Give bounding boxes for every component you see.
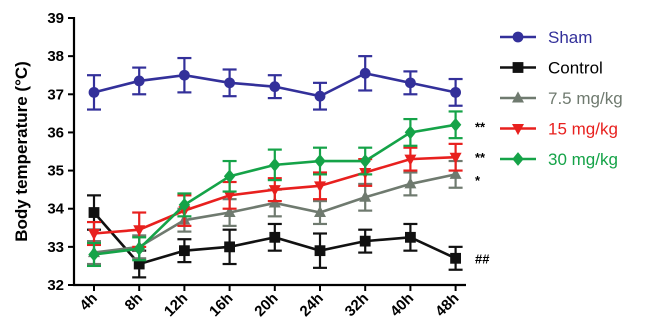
data-point [404, 125, 417, 140]
y-tick-label: 38 [47, 48, 64, 65]
y-tick-label: 34 [47, 201, 64, 218]
data-point [179, 245, 190, 257]
significance-marker: ## [475, 251, 490, 266]
data-point [314, 90, 326, 102]
data-point [223, 190, 236, 202]
series-15-mg-kg [87, 142, 463, 248]
data-point [88, 229, 100, 241]
x-tick-label: 4h [76, 290, 100, 314]
data-point [133, 258, 145, 270]
data-point [449, 117, 462, 132]
data-point [133, 241, 145, 256]
data-point [314, 205, 326, 218]
data-point [449, 152, 462, 164]
y-tick-label: 33 [47, 239, 64, 256]
legend-label: 7.5 mg/kg [548, 89, 623, 108]
data-point [359, 190, 372, 202]
y-ticks: 32 33 34 35 36 37 38 39 [47, 10, 74, 294]
data-point [314, 181, 326, 193]
data-point [179, 69, 190, 81]
significance-marker: ** [475, 120, 486, 135]
data-point [314, 154, 326, 168]
data-point [269, 231, 281, 243]
legend-marker [512, 152, 524, 166]
legend-item: Sham [500, 28, 592, 47]
legend-marker [512, 124, 524, 136]
x-tick-label: 32h [342, 290, 372, 320]
series-sham [87, 55, 463, 111]
y-tick-label: 32 [47, 277, 64, 294]
data-point [450, 252, 461, 264]
data-point [359, 235, 371, 247]
legend-item: 30 mg/kg [500, 150, 618, 169]
legend-label: 30 mg/kg [548, 150, 618, 169]
y-tick-label: 36 [47, 124, 64, 141]
data-point [88, 247, 100, 262]
data-point [405, 77, 416, 89]
data-point [88, 86, 100, 98]
data-point [269, 157, 281, 172]
legend-item: 7.5 mg/kg [500, 89, 623, 108]
data-point [450, 86, 461, 98]
significance-marker: * [475, 173, 481, 188]
data-point [223, 169, 236, 184]
data-point [405, 231, 416, 243]
data-point [88, 207, 100, 218]
y-tick-label: 35 [47, 163, 64, 180]
data-point [359, 67, 371, 79]
series-layer [87, 55, 463, 279]
legend-label: Sham [548, 28, 592, 47]
x-tick-label: 24h [297, 290, 327, 320]
data-point [133, 75, 145, 87]
data-point [314, 245, 326, 257]
data-point [223, 205, 236, 218]
legend-marker [512, 62, 524, 73]
x-tick-label: 8h [122, 290, 146, 314]
x-tick-label: 12h [161, 290, 191, 320]
data-point [359, 154, 371, 168]
data-point [178, 198, 191, 212]
legend-marker [512, 91, 524, 103]
annotations: *****## [475, 120, 490, 267]
legend-label: 15 mg/kg [548, 120, 618, 139]
x-tick-label: 16h [206, 290, 236, 320]
data-point [269, 81, 281, 93]
legend-label: Control [548, 59, 603, 78]
axes [72, 17, 466, 287]
legend: Sham Control 7.5 mg/kg 15 mg/kg 30 mg/kg [500, 28, 623, 169]
data-point [268, 185, 281, 197]
data-point [404, 177, 417, 189]
data-point [133, 225, 146, 237]
data-point [224, 77, 236, 89]
data-point [449, 167, 462, 179]
data-point [224, 241, 235, 253]
x-tick-label: 40h [387, 290, 417, 320]
legend-item: Control [500, 59, 603, 78]
y-tick-label: 39 [47, 10, 64, 27]
y-axis-title: Body temperature (°C) [12, 61, 31, 242]
y-tick-label: 37 [47, 86, 64, 103]
x-tick-label: 20h [251, 290, 281, 320]
x-tick-label: 48h [432, 290, 462, 320]
legend-marker [512, 31, 524, 43]
data-point [404, 154, 417, 166]
x-ticks: 4h 8h 12h 16h 20h 24h 32h 40h 48h [76, 285, 462, 320]
significance-marker: ** [475, 150, 486, 165]
series-30-mg-kg [87, 110, 463, 268]
legend-item: 15 mg/kg [500, 120, 618, 139]
